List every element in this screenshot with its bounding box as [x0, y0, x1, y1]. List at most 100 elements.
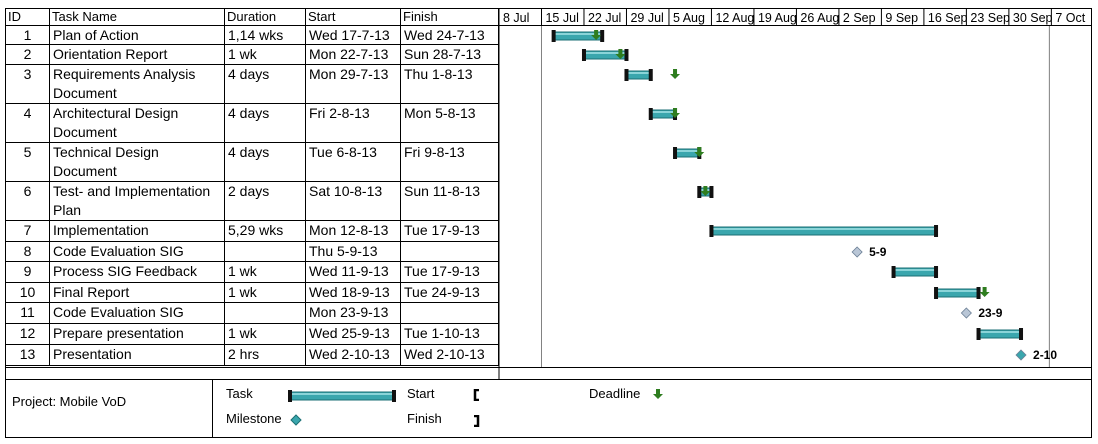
cell-name[interactable]: Orientation Report	[50, 45, 225, 65]
table-row[interactable]: 12 Prepare presentation 1 wk Wed 25-9-13 Tue…	[6, 324, 499, 345]
cell-name[interactable]: Technical Design Document	[50, 143, 225, 182]
timeline-background	[499, 9, 1091, 379]
table-row[interactable]: 10 Final Report 1 wk Wed 18-9-13 Tue 24-9-13	[6, 283, 499, 303]
cell-duration[interactable]: 1,14 wks	[225, 26, 306, 45]
task-finish-bracket	[976, 287, 981, 299]
legend-start-bracket-icon	[473, 389, 479, 401]
task-bar-highlight	[712, 228, 936, 230]
cell-start[interactable]: Wed 25-9-13	[306, 324, 401, 345]
cell-id[interactable]: 5	[6, 143, 50, 182]
cell-start[interactable]: Wed 17-7-13	[306, 26, 401, 45]
header-start[interactable]: Start	[306, 9, 401, 25]
timescale-label: 2 Sep	[843, 11, 876, 25]
cell-name[interactable]: Architectural Design Document	[50, 104, 225, 143]
deadline-arrow	[670, 69, 681, 79]
cell-start[interactable]: Wed 11-9-13	[306, 262, 401, 283]
milestone-date-label: 2-10	[1033, 348, 1057, 362]
table-row[interactable]: 1 Plan of Action 1,14 wks Wed 17-7-13 Wed 24…	[6, 26, 499, 45]
cell-id[interactable]: 9	[6, 262, 50, 283]
task-finish-bracket	[1019, 328, 1024, 340]
task-start-bracket	[648, 108, 653, 120]
cell-name[interactable]: Final Report	[50, 283, 225, 303]
cell-duration[interactable]: 4 days	[225, 104, 306, 143]
cell-id[interactable]: 12	[6, 324, 50, 345]
cell-id[interactable]: 13	[6, 345, 50, 366]
cell-name[interactable]: Plan of Action	[50, 26, 225, 45]
cell-start[interactable]: Fri 2-8-13	[306, 104, 401, 143]
cell-id[interactable]: 1	[6, 26, 50, 45]
cell-id[interactable]: 2	[6, 45, 50, 65]
cell-start[interactable]: Mon 22-7-13	[306, 45, 401, 65]
cell-duration[interactable]: 2 hrs	[225, 345, 306, 366]
cell-id[interactable]: 10	[6, 283, 50, 303]
cell-duration[interactable]: 5,29 wks	[225, 221, 306, 242]
header-id[interactable]: ID	[6, 9, 50, 25]
cell-name[interactable]: Code Evaluation SIG	[50, 303, 225, 324]
project-label: Project: Mobile VoD	[12, 394, 127, 409]
legend-milestone-label: Milestone	[226, 411, 282, 426]
timescale-label: 9 Sep	[885, 11, 918, 25]
cell-duration[interactable]: 1 wk	[225, 324, 306, 345]
cell-duration[interactable]: 1 wk	[225, 262, 306, 283]
cell-start[interactable]: Sat 10-8-13	[306, 182, 401, 221]
cell-duration[interactable]: 1 wk	[225, 45, 306, 65]
cell-duration[interactable]	[225, 303, 306, 324]
cell-id[interactable]: 4	[6, 104, 50, 143]
cell-start[interactable]: Mon 23-9-13	[306, 303, 401, 324]
cell-duration[interactable]: 4 days	[225, 143, 306, 182]
deadline-arrow	[979, 287, 990, 297]
cell-id[interactable]: 6	[6, 182, 50, 221]
deadline-arrow	[591, 30, 602, 40]
cell-duration[interactable]	[225, 242, 306, 262]
table-row[interactable]: 7 Implementation 5,29 wks Mon 12-8-13 Tue 17…	[6, 221, 499, 242]
cell-duration[interactable]: 4 days	[225, 65, 306, 104]
cell-name[interactable]: Requirements Analysis Document	[50, 65, 225, 104]
legend-deadline-arrow-icon	[653, 389, 663, 399]
gantt-timeline: 8 Jul 15 Jul 22 Jul 29 Jul 5 Aug 12 Aug 19 Aug…	[6, 9, 1091, 379]
cell-id[interactable]: 7	[6, 221, 50, 242]
table-row[interactable]: 2 Orientation Report 1 wk Mon 22-7-13 Sun 28…	[6, 45, 499, 65]
table-row[interactable]: 5 Technical Design Document 4 days Tue 6-8-…	[6, 143, 499, 182]
table-row[interactable]: 8 Code Evaluation SIG Thu 5-9-13	[6, 242, 499, 262]
table-row[interactable]: 13 Presentation 2 hrs Wed 2-10-13 Wed 2-10-1…	[6, 345, 499, 366]
task-finish-bracket	[709, 186, 714, 198]
task-bar-highlight	[979, 331, 1021, 333]
legend-finish-bracket-icon	[474, 415, 480, 427]
cell-name[interactable]: Code Evaluation SIG	[50, 242, 225, 262]
cell-name[interactable]: Prepare presentation	[50, 324, 225, 345]
header-task-name[interactable]: Task Name	[50, 9, 225, 25]
task-bar-highlight	[676, 150, 699, 152]
table-row[interactable]: 4 Architectural Design Document 4 days Fri …	[6, 104, 499, 143]
task-start-bracket	[891, 266, 896, 278]
cell-start[interactable]: Mon 12-8-13	[306, 221, 401, 242]
cell-duration[interactable]: 1 wk	[225, 283, 306, 303]
table-row[interactable]: 11 Code Evaluation SIG Mon 23-9-13	[6, 303, 499, 324]
timescale-label: 23 Sep	[970, 11, 1010, 25]
table-row[interactable]: 3 Requirements Analysis Document 4 days Mon…	[6, 65, 499, 104]
cell-start[interactable]: Wed 2-10-13	[306, 345, 401, 366]
cell-start[interactable]: Wed 18-9-13	[306, 283, 401, 303]
task-start-bracket	[673, 147, 678, 159]
legend-divider	[212, 380, 213, 438]
cell-start[interactable]: Tue 6-8-13	[306, 143, 401, 182]
legend-deadline-label: Deadline	[589, 386, 641, 401]
cell-start[interactable]: Thu 5-9-13	[306, 242, 401, 262]
milestone-marker	[960, 307, 972, 319]
deadline-arrow	[670, 108, 681, 118]
cell-id[interactable]: 8	[6, 242, 50, 262]
cell-name[interactable]: Implementation	[50, 221, 225, 242]
cell-name[interactable]: Process SIG Feedback	[50, 262, 225, 283]
cell-start[interactable]: Mon 29-7-13	[306, 65, 401, 104]
cell-id[interactable]: 3	[6, 65, 50, 104]
task-bar-highlight	[651, 111, 675, 113]
cell-id[interactable]: 11	[6, 303, 50, 324]
cell-duration[interactable]: 2 days	[225, 182, 306, 221]
task-bar-highlight	[554, 33, 602, 35]
cell-name[interactable]: Presentation	[50, 345, 225, 366]
timescale-label: 22 Jul	[588, 11, 621, 25]
timescale-label: 12 Aug	[715, 11, 754, 25]
header-duration[interactable]: Duration	[225, 9, 306, 25]
table-row[interactable]: 9 Process SIG Feedback 1 wk Wed 11-9-13 Tue …	[6, 262, 499, 283]
table-row[interactable]: 6 Test- and Implementation Plan 2 days Sat …	[6, 182, 499, 221]
cell-name[interactable]: Test- and Implementation Plan	[50, 182, 225, 221]
